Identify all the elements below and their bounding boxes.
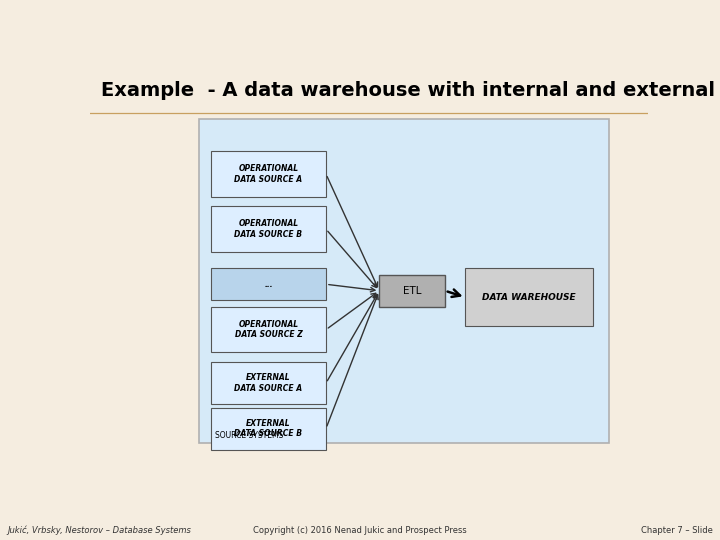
Text: Example  - A data warehouse with internal and external source systems: Example - A data warehouse with internal… [101,82,720,100]
Text: OPERATIONAL
DATA SOURCE B: OPERATIONAL DATA SOURCE B [235,219,302,239]
FancyBboxPatch shape [465,268,593,326]
Text: Chapter 7 – Slide: Chapter 7 – Slide [641,525,713,535]
Text: OPERATIONAL
DATA SOURCE Z: OPERATIONAL DATA SOURCE Z [235,320,302,339]
FancyBboxPatch shape [211,268,326,300]
Text: Copyright (c) 2016 Nenad Jukic and Prospect Press: Copyright (c) 2016 Nenad Jukic and Prosp… [253,525,467,535]
FancyBboxPatch shape [379,274,445,307]
Text: EXTERNAL
DATA SOURCE A: EXTERNAL DATA SOURCE A [235,374,302,393]
FancyBboxPatch shape [211,206,326,252]
FancyBboxPatch shape [199,119,609,443]
FancyBboxPatch shape [211,362,326,404]
Text: Jukić, Vrbsky, Nestorov – Database Systems: Jukić, Vrbsky, Nestorov – Database Syste… [7,525,191,535]
FancyBboxPatch shape [211,307,326,353]
Text: OPERATIONAL
DATA SOURCE A: OPERATIONAL DATA SOURCE A [235,164,302,184]
Text: ...: ... [264,280,273,289]
FancyBboxPatch shape [211,151,326,197]
Text: EXTERNAL
DATA SOURCE B: EXTERNAL DATA SOURCE B [235,419,302,438]
Text: DATA WAREHOUSE: DATA WAREHOUSE [482,293,576,302]
FancyBboxPatch shape [211,408,326,450]
Text: ETL: ETL [402,286,421,296]
Text: SOURCE SYSTEMS: SOURCE SYSTEMS [215,431,284,440]
